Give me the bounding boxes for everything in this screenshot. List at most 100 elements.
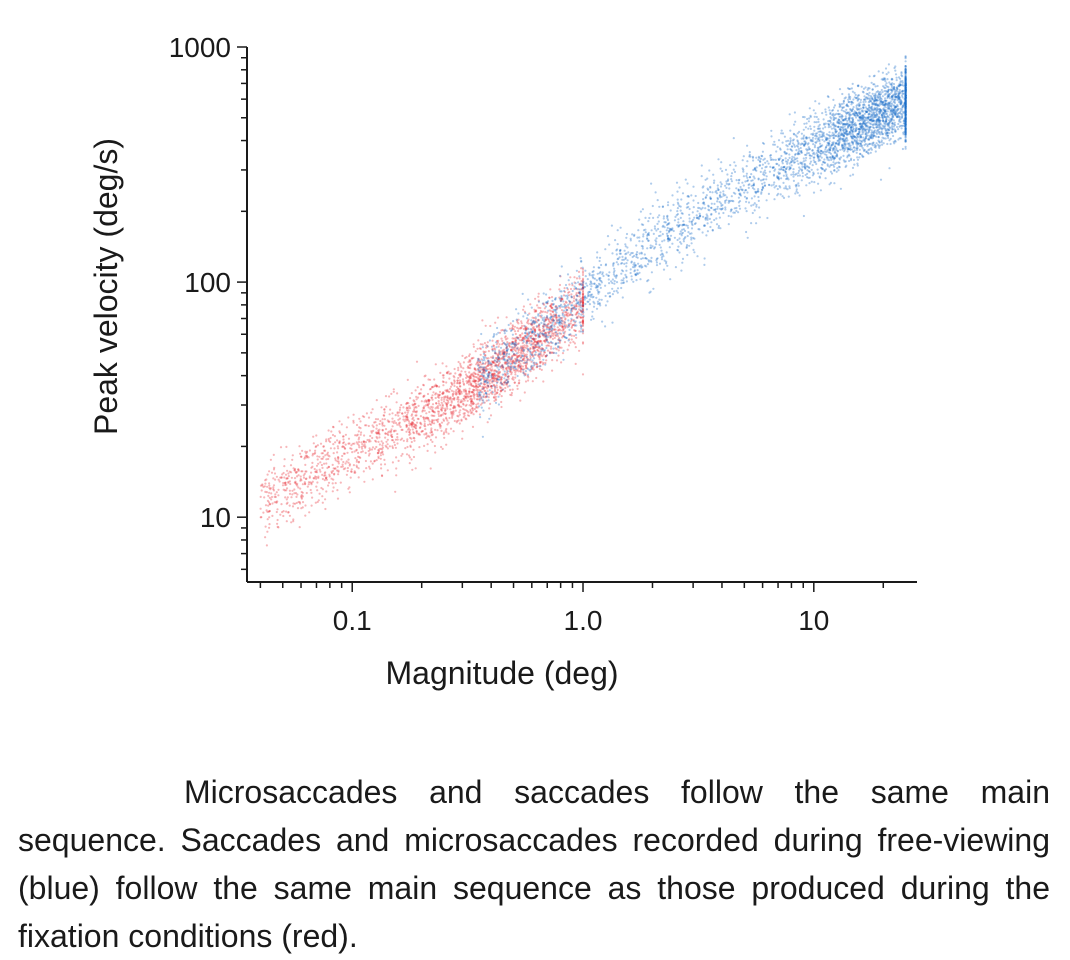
scatter-point: [515, 369, 518, 372]
scatter-point: [496, 360, 499, 363]
scatter-point: [829, 156, 832, 159]
scatter-point: [886, 123, 890, 126]
scatter-point: [435, 402, 438, 405]
scatter-point: [430, 396, 433, 399]
scatter-point: [510, 355, 514, 358]
scatter-point: [826, 137, 829, 140]
scatter-point: [516, 319, 519, 322]
scatter-point: [883, 89, 886, 93]
scatter-point: [581, 268, 585, 271]
scatter-point: [724, 208, 727, 211]
scatter-point: [708, 169, 711, 172]
scatter-point: [536, 363, 539, 366]
scatter-point: [471, 407, 474, 410]
scatter-point: [647, 259, 650, 262]
scatter-point: [581, 341, 585, 344]
scatter-point: [480, 388, 484, 391]
scatter-point: [525, 317, 529, 320]
scatter-point: [531, 350, 535, 353]
scatter-point: [553, 323, 556, 326]
scatter-point: [463, 390, 466, 393]
scatter-point: [755, 156, 758, 159]
scatter-point: [436, 393, 439, 396]
scatter-point: [732, 168, 735, 171]
scatter-point: [473, 371, 476, 374]
scatter-point: [325, 458, 328, 461]
scatter-point: [527, 348, 530, 351]
scatter-point: [303, 481, 306, 484]
scatter-point: [549, 327, 552, 331]
scatter-point: [402, 406, 405, 409]
scatter-point: [530, 334, 533, 337]
scatter-point: [281, 510, 284, 514]
scatter-point: [314, 501, 317, 504]
scatter-point: [482, 382, 485, 385]
scatter-point: [770, 135, 773, 138]
scatter-point: [506, 337, 509, 340]
scatter-point: [753, 177, 756, 180]
scatter-point: [323, 479, 326, 482]
scatter-point: [539, 335, 542, 338]
scatter-point: [542, 302, 545, 305]
scatter-point: [581, 320, 585, 323]
scatter-point: [458, 405, 461, 408]
scatter-point: [518, 366, 522, 369]
scatter-point: [562, 334, 565, 338]
scatter-point: [899, 118, 902, 121]
scatter-point: [292, 467, 295, 470]
scatter-point: [477, 383, 480, 386]
scatter-point: [458, 404, 461, 407]
scatter-point: [563, 315, 566, 318]
scatter-point: [468, 379, 471, 382]
scatter-point: [569, 322, 572, 325]
scatter-point: [286, 477, 289, 480]
scatter-point: [479, 389, 482, 392]
scatter-point: [879, 90, 882, 94]
scatter-point: [695, 216, 699, 220]
scatter-point: [311, 454, 314, 457]
scatter-point: [702, 198, 705, 201]
scatter-point: [466, 414, 469, 417]
scatter-point: [507, 362, 510, 365]
scatter-point: [878, 96, 881, 99]
scatter-point: [381, 424, 384, 427]
scatter-point: [871, 119, 874, 122]
scatter-point: [505, 371, 508, 374]
scatter-point: [541, 330, 544, 333]
scatter-point: [427, 399, 431, 402]
scatter-point: [470, 402, 473, 405]
scatter-point: [892, 82, 896, 86]
scatter-point: [716, 196, 719, 200]
scatter-point: [617, 263, 620, 266]
scatter-point: [496, 316, 500, 319]
scatter-point: [848, 116, 851, 119]
scatter-point: [468, 375, 471, 378]
scatter-point: [424, 374, 427, 377]
scatter-point: [517, 360, 521, 363]
scatter-point: [484, 354, 487, 357]
scatter-point: [407, 428, 410, 431]
scatter-point: [581, 310, 584, 313]
scatter-point: [867, 108, 870, 111]
scatter-point: [496, 391, 499, 394]
scatter-point: [462, 403, 465, 406]
scatter-point: [865, 125, 868, 128]
scatter-point: [563, 290, 567, 293]
scatter-point: [371, 462, 374, 465]
scatter-point: [568, 333, 572, 336]
scatter-point: [655, 261, 659, 264]
scatter-point: [357, 476, 360, 479]
scatter-point: [531, 316, 534, 319]
scatter-point: [567, 312, 570, 315]
scatter-point: [625, 265, 628, 268]
scatter-point: [494, 348, 497, 351]
scatter-point: [513, 367, 516, 370]
scatter-point: [858, 123, 861, 126]
scatter-point: [773, 140, 776, 143]
scatter-point: [481, 375, 484, 378]
scatter-point: [534, 344, 537, 347]
scatter-point: [748, 151, 751, 154]
scatter-point: [545, 344, 548, 347]
scatter-point: [405, 416, 409, 419]
scatter-point: [798, 130, 801, 133]
